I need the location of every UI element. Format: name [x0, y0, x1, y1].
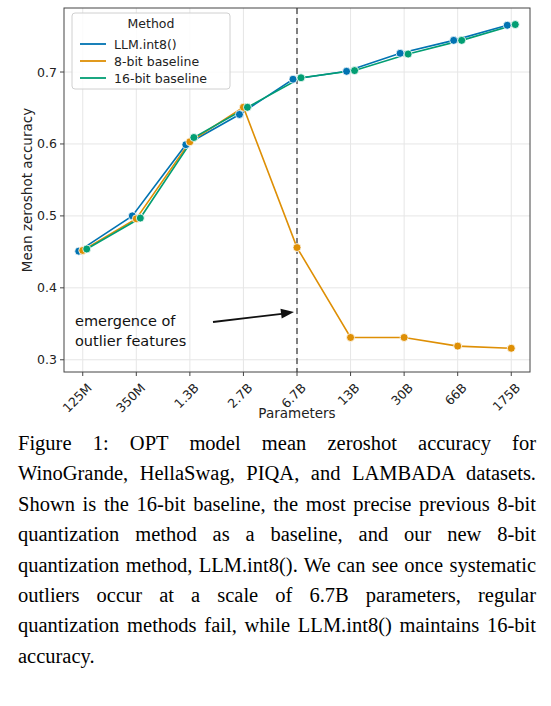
data-point	[351, 67, 359, 75]
data-point	[235, 110, 243, 118]
data-point	[404, 50, 412, 58]
grid-line	[350, 8, 351, 372]
tick-mark	[404, 372, 405, 376]
caption: Figure 1: OPT model mean zeroshot accura…	[18, 428, 536, 671]
tick-label: 175B	[490, 380, 524, 414]
annotation: emergence of outlier features	[75, 313, 186, 349]
legend-swatch	[80, 77, 106, 79]
tick-mark	[297, 372, 298, 376]
tick-mark	[60, 287, 64, 288]
data-point	[347, 333, 355, 341]
data-point	[83, 245, 91, 253]
tick-label: 66B	[442, 380, 470, 408]
data-point	[243, 103, 251, 111]
grid-line	[511, 8, 512, 372]
data-point	[297, 74, 305, 82]
tick-label: 350M	[113, 380, 148, 415]
tick-label: 30B	[388, 380, 416, 408]
tick-mark	[457, 372, 458, 376]
y-axis-label: Mean zeroshot accuracy	[19, 108, 35, 272]
tick-label: 0.7	[37, 65, 57, 80]
data-point	[503, 21, 511, 29]
data-point	[289, 75, 297, 83]
legend-box	[72, 13, 230, 89]
tick-label: 0.6	[37, 136, 57, 151]
tick-label: 0.5	[37, 208, 57, 223]
frame	[64, 8, 530, 372]
grid-line	[243, 8, 244, 372]
tick-mark	[243, 372, 244, 376]
plot-area	[64, 8, 530, 372]
data-point	[343, 67, 351, 75]
annotation-arrowhead	[280, 309, 294, 319]
tick-label: 0.4	[37, 280, 57, 295]
legend-label: 16-bit baseline	[114, 71, 207, 86]
tick-mark	[189, 372, 190, 376]
legend-title: Method	[128, 16, 175, 31]
tick-mark	[82, 372, 83, 376]
annotation-line: outlier features	[75, 333, 186, 349]
legend-label: 8-bit baseline	[114, 54, 199, 69]
data-point	[400, 333, 408, 341]
annotation-line: emergence of	[75, 313, 176, 329]
legend-swatch	[80, 60, 106, 62]
grid-line	[404, 8, 405, 372]
tick-label: 1.3B	[171, 380, 202, 411]
data-point	[458, 36, 466, 44]
data-point	[511, 21, 519, 29]
data-point	[507, 344, 515, 352]
data-point	[454, 342, 462, 350]
tick-mark	[136, 372, 137, 376]
grid-line	[297, 8, 298, 372]
tick-mark	[60, 215, 64, 216]
data-point	[136, 214, 144, 222]
series-line	[79, 25, 508, 251]
tick-label: 0.3	[37, 352, 57, 367]
series-line	[87, 25, 516, 249]
series-group	[75, 21, 520, 353]
data-point	[293, 244, 301, 252]
tick-label: 125M	[60, 380, 95, 415]
legend-swatch	[80, 43, 106, 45]
tick-mark	[511, 372, 512, 376]
tick-mark	[60, 359, 64, 360]
data-point	[450, 36, 458, 44]
annotation-arrow	[213, 314, 284, 322]
legend-label: LLM.int8()	[114, 37, 177, 52]
legend: Method LLM.int8() 8-bit baseline 16-bit bas…	[72, 13, 230, 89]
reference-line	[296, 8, 297, 372]
grid-line	[457, 8, 458, 372]
data-point	[190, 133, 198, 141]
tick-mark	[60, 143, 64, 144]
tick-mark	[350, 372, 351, 376]
tick-mark	[60, 72, 64, 73]
tick-label: 13B	[335, 380, 363, 408]
tick-label: 2.7B	[225, 380, 256, 411]
x-axis-label: Parameters	[258, 405, 335, 421]
data-point	[396, 49, 404, 57]
chart: 0.30.40.50.60.7125M350M1.3B2.7B6.7B13B30…	[0, 0, 551, 426]
